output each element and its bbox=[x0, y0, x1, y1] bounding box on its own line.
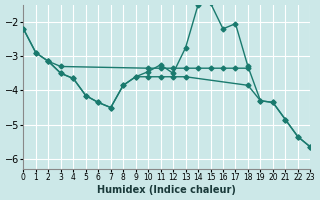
X-axis label: Humidex (Indice chaleur): Humidex (Indice chaleur) bbox=[97, 185, 236, 195]
